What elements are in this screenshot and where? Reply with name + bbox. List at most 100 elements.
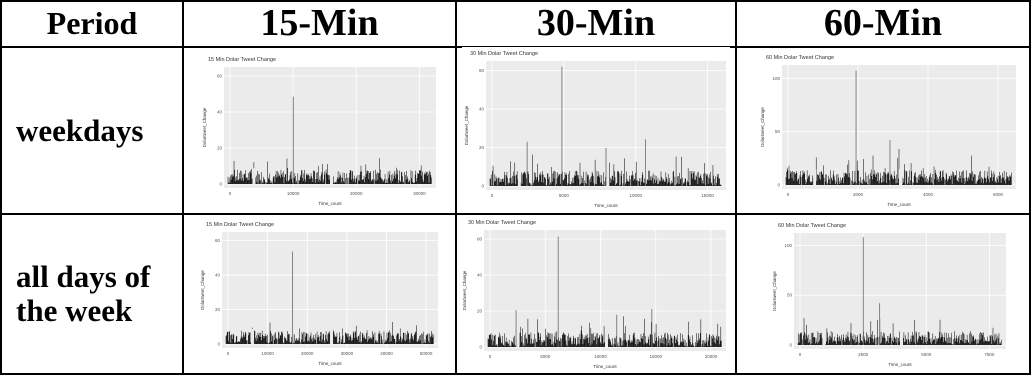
plot-weekdays-30-min-svg: 30 Min Dolar Tweet Change 0 20 40 60 0 5000 100… xyxy=(462,47,730,210)
plot-series-gap xyxy=(900,329,903,345)
plot-x-tick-label: 15000 xyxy=(701,193,714,198)
plot-title: 15 Min Dolar Tweet Change xyxy=(208,57,276,63)
plot-weekdays-15-min: 15 Min Dolar Tweet Change 0 20 40 60 0 10000 20… xyxy=(200,53,440,208)
plot-weekdays-15-min-svg: 15 Min Dolar Tweet Change 0 20 40 60 0 10000 20… xyxy=(200,53,440,208)
plot-y-tick-label: 40 xyxy=(217,110,223,115)
plot-x-tick-label: 40000 xyxy=(380,351,393,356)
plot-y-tick-label: 0 xyxy=(777,183,780,188)
plot-y-tick-label: 40 xyxy=(477,273,483,278)
table-border-right xyxy=(1029,0,1031,375)
plot-x-tick-label: 30000 xyxy=(413,191,426,196)
plot-series-baseline xyxy=(785,148,1012,185)
plot-y-tick-label: 60 xyxy=(215,238,221,243)
plot-panel xyxy=(484,230,726,351)
plot-series-baseline xyxy=(489,154,722,186)
plot-y-axis-label: Dolartweet_Change xyxy=(462,270,467,310)
plot-y-tick-label: 60 xyxy=(479,68,485,73)
plot-y-tick-label: 0 xyxy=(219,182,222,187)
plot-y-axis-label: Dolartweet_Change xyxy=(760,107,765,147)
plot-title: 60 Min Dolar Tweet Change xyxy=(778,223,846,229)
plot-all-days-30-min-svg: 30 Min Dolar Tweet Change 0 20 40 60 0 5000 100… xyxy=(460,216,730,371)
plot-y-axis-label: Dolartweet_Change xyxy=(202,107,207,147)
plot-series-gap xyxy=(605,331,608,347)
plot-x-axis-label: Time_count xyxy=(888,362,912,367)
header-60-min: 60-Min xyxy=(823,2,943,44)
plot-y-axis-label: Dolartweet_Change xyxy=(464,105,469,145)
plot-series-gap xyxy=(516,331,520,347)
plot-series-gap xyxy=(517,169,521,186)
plot-title: 30 Min Dolar Tweet Change xyxy=(470,51,538,57)
plot-x-tick-label: 5000 xyxy=(921,352,932,357)
col-divider-2 xyxy=(455,0,457,375)
plot-y-axis-label: Dolartweet_Change xyxy=(772,271,777,311)
plot-title: 30 Min Dolar Tweet Change xyxy=(468,220,536,226)
plot-series-baseline xyxy=(227,158,432,184)
header-30-min: 30-Min xyxy=(536,2,656,44)
plot-x-tick-label: 10000 xyxy=(594,354,607,359)
plot-x-tick-label: 2000 xyxy=(853,192,864,197)
table-border-bottom xyxy=(0,373,1031,375)
plot-x-tick-label: 5000 xyxy=(540,354,551,359)
plot-x-tick-label: 20000 xyxy=(301,351,314,356)
plot-all-days-60-min: 60 Min Dolar Tweet Change 0 50 100 0 2500 5000… xyxy=(770,219,1010,369)
plot-x-tick-label: 0 xyxy=(799,352,802,357)
plot-y-tick-label: 20 xyxy=(215,307,221,312)
row-label-all-days: all days of the week xyxy=(2,215,182,373)
plot-panel xyxy=(222,232,438,348)
plot-y-tick-label: 20 xyxy=(479,145,485,150)
plot-x-tick-label: 10000 xyxy=(287,191,300,196)
plot-x-tick-label: 0 xyxy=(787,192,790,197)
header-15-min: 15-Min xyxy=(260,2,379,44)
table-border-left xyxy=(0,0,2,375)
plot-x-tick-label: 20000 xyxy=(705,354,718,359)
plot-panel xyxy=(794,233,1006,349)
plot-weekdays-30-min: 30 Min Dolar Tweet Change 0 20 40 60 0 5000 100… xyxy=(462,47,730,210)
plot-x-tick-label: 0 xyxy=(489,354,492,359)
row-label-weekdays: weekdays xyxy=(2,48,182,213)
plot-y-tick-label: 60 xyxy=(477,237,483,242)
plot-series-gap xyxy=(252,168,256,184)
plot-x-tick-label: 50000 xyxy=(420,351,433,356)
plot-weekdays-60-min: 60 Min Dolar Tweet Change 0 50 100 0 2000 4000… xyxy=(758,51,1020,209)
row-divider xyxy=(0,213,1031,215)
plot-y-tick-label: 60 xyxy=(217,74,223,79)
row-label-all-days-text: all days of the week xyxy=(16,260,150,328)
plot-title: 60 Min Dolar Tweet Change xyxy=(766,55,834,61)
plot-y-tick-label: 50 xyxy=(787,293,793,298)
plot-x-tick-label: 10000 xyxy=(629,193,642,198)
plot-title: 15 Min Dolar Tweet Change xyxy=(206,222,274,228)
col-divider-1 xyxy=(182,0,184,375)
plot-y-tick-label: 0 xyxy=(789,343,792,348)
plot-x-tick-label: 15000 xyxy=(649,354,662,359)
row-label-all-days-line2: the week xyxy=(16,293,133,328)
plot-x-axis-label: Time_count xyxy=(594,203,618,208)
plot-x-tick-label: 5000 xyxy=(559,193,570,198)
plot-y-tick-label: 40 xyxy=(479,107,485,112)
plot-x-axis-label: Time_count xyxy=(318,361,342,366)
plot-x-tick-label: 7500 xyxy=(984,352,995,357)
plot-series-gap xyxy=(899,168,902,185)
plot-series-gap xyxy=(822,329,826,345)
plot-all-days-15-min: 15 Min Dolar Tweet Change 0 20 40 60 0 10000 20… xyxy=(198,218,442,368)
plot-x-axis-label: Time_count xyxy=(593,364,617,369)
plot-series-gap xyxy=(330,328,333,344)
plot-series-baseline xyxy=(487,316,722,347)
header-period: Period xyxy=(46,4,138,41)
plot-x-tick-label: 20000 xyxy=(350,191,363,196)
plot-x-axis-label: Time_count xyxy=(887,202,911,207)
plot-x-tick-label: 10000 xyxy=(261,351,274,356)
plot-y-tick-label: 0 xyxy=(481,184,484,189)
plot-all-days-15-min-svg: 15 Min Dolar Tweet Change 0 20 40 60 0 10000 20… xyxy=(198,218,442,368)
plot-x-tick-label: 0 xyxy=(229,191,232,196)
plot-weekdays-60-min-svg: 60 Min Dolar Tweet Change 0 50 100 0 2000 4000… xyxy=(758,51,1020,209)
plot-x-axis-label: Time_count xyxy=(318,201,342,206)
plot-y-axis-label: Dolartweet_Change xyxy=(200,270,205,310)
plot-x-tick-label: 0 xyxy=(491,193,494,198)
plot-all-days-30-min: 30 Min Dolar Tweet Change 0 20 40 60 0 5000 100… xyxy=(460,216,730,371)
plot-y-tick-label: 40 xyxy=(215,273,221,278)
plot-x-tick-label: 2500 xyxy=(858,352,869,357)
plot-y-tick-label: 100 xyxy=(772,76,780,81)
plot-y-tick-label: 100 xyxy=(784,243,792,248)
plot-panel xyxy=(224,67,436,188)
